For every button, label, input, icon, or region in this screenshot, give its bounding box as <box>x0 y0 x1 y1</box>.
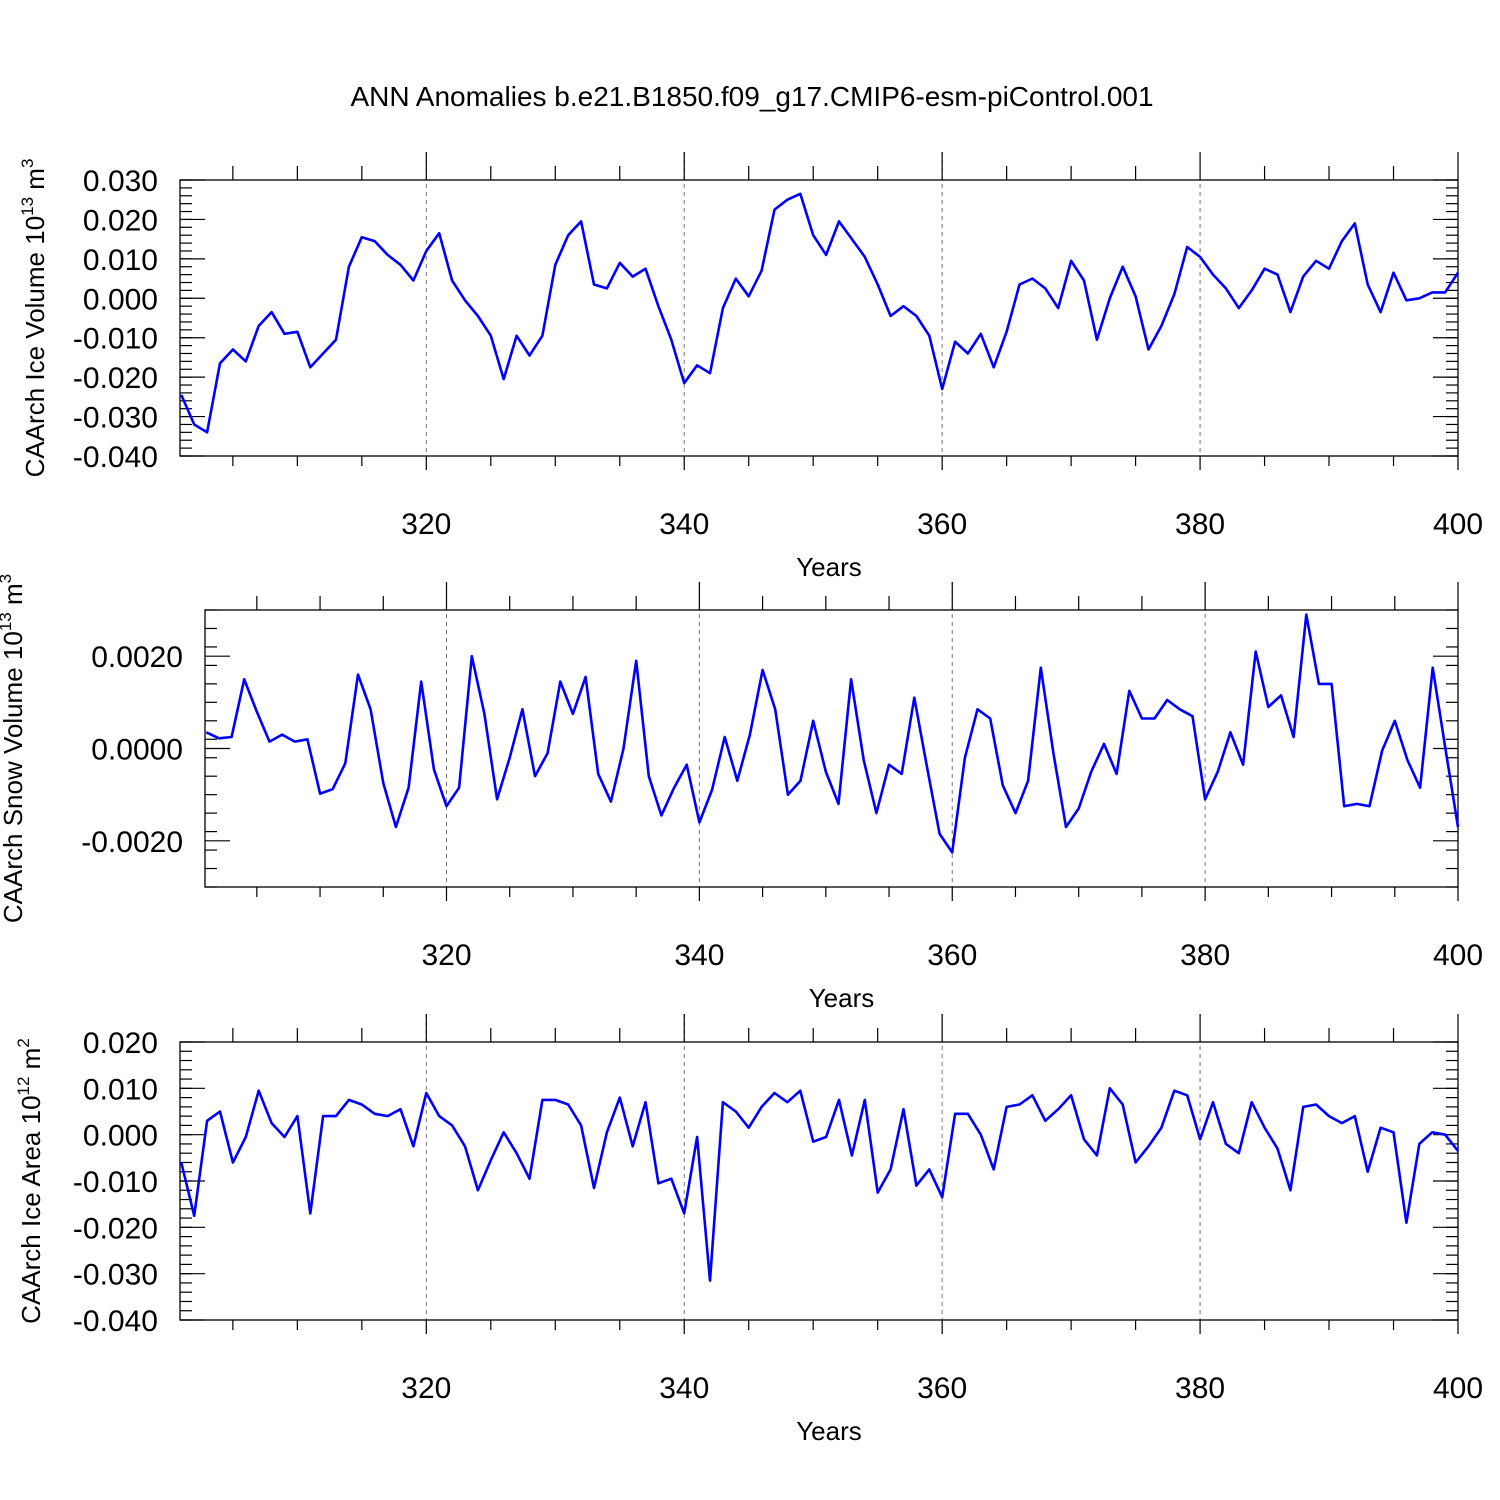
y-tick-label: -0.020 <box>73 362 158 395</box>
y-axis-label-part: 2 <box>14 1038 33 1047</box>
y-tick-label: -0.040 <box>73 1305 158 1338</box>
y-tick-label: 0.0020 <box>91 641 183 674</box>
x-axis-label: Years <box>809 983 875 1013</box>
y-axis-label: CAArch Ice Area 1012 m2 <box>14 1038 46 1324</box>
y-axis-label: CAArch Ice Volume 1013 m3 <box>18 159 50 478</box>
x-tick-label: 380 <box>1175 1372 1225 1405</box>
series-line <box>180 1087 1460 1282</box>
plot-frame <box>204 609 1459 888</box>
x-tick-label: 400 <box>1433 508 1483 541</box>
y-axis-label-part: 13 <box>18 197 37 216</box>
y-tick-label: -0.030 <box>73 1259 158 1292</box>
series-line <box>205 613 1460 854</box>
chart-panel-3: 320 340 360 380 400 -0.040 -0.030 -0.020 -0.010 0… <box>14 1014 1483 1446</box>
x-tick-label: 320 <box>401 508 451 541</box>
y-axis-label-part: 12 <box>14 1077 33 1096</box>
y-tick-label: 0.000 <box>83 1120 158 1153</box>
x-tick-label: 340 <box>659 508 709 541</box>
x-tick-label: 320 <box>421 939 471 972</box>
y-tick-label: -0.010 <box>73 1166 158 1199</box>
y-tick-label: 0.0000 <box>91 734 183 767</box>
y-axis-label-part: m <box>0 583 28 612</box>
y-tick-label: 0.020 <box>83 204 158 237</box>
x-axis-label: Years <box>796 552 862 582</box>
chart-panels: 320 340 360 380 400 -0.040 -0.030 -0.020 -0.010 0… <box>0 152 1483 1446</box>
x-tick-label: 380 <box>1175 508 1225 541</box>
chart-panel-2: 320 340 360 380 400 -0.0020 0.0000 0.0020 Years C… <box>0 574 1483 1013</box>
series-line <box>180 192 1460 434</box>
y-axis-label-part: 3 <box>0 574 15 583</box>
y-axis-label-part: CAArch Ice Volume 10 <box>20 216 50 478</box>
plot-frame <box>179 179 1459 457</box>
y-tick-label: -0.040 <box>73 441 158 474</box>
y-tick-label: -0.020 <box>73 1212 158 1245</box>
x-tick-label: 380 <box>1180 939 1230 972</box>
y-tick-label: 0.020 <box>83 1027 158 1060</box>
y-axis-label: CAArch Snow Volume 1013 m3 <box>0 574 28 923</box>
y-tick-label: 0.000 <box>83 283 158 316</box>
plot-frame <box>179 1041 1459 1321</box>
figure-title: ANN Anomalies b.e21.B1850.f09_g17.CMIP6-… <box>350 81 1153 112</box>
y-axis-label-part: 3 <box>18 159 37 168</box>
y-axis-label-part: CAArch Ice Area 10 <box>16 1095 46 1323</box>
y-tick-label: 0.010 <box>83 1073 158 1106</box>
x-tick-label: 360 <box>917 1372 967 1405</box>
x-tick-label: 400 <box>1433 939 1483 972</box>
y-tick-label: -0.0020 <box>81 826 183 859</box>
y-axis-label-part: m <box>20 168 50 197</box>
x-tick-label: 340 <box>659 1372 709 1405</box>
x-tick-label: 360 <box>927 939 977 972</box>
x-tick-label: 320 <box>401 1372 451 1405</box>
y-tick-label: 0.030 <box>83 165 158 198</box>
x-tick-label: 340 <box>674 939 724 972</box>
x-tick-label: 400 <box>1433 1372 1483 1405</box>
y-tick-label: -0.010 <box>73 323 158 356</box>
chart-panel-1: 320 340 360 380 400 -0.040 -0.030 -0.020 -0.010 0… <box>18 152 1483 582</box>
y-axis-label-part: m <box>16 1048 46 1077</box>
y-tick-label: 0.010 <box>83 244 158 277</box>
x-tick-label: 360 <box>917 508 967 541</box>
y-axis-label-part: CAArch Snow Volume 10 <box>0 631 28 923</box>
x-axis-label: Years <box>796 1416 862 1446</box>
y-axis-label-part: 13 <box>0 612 15 631</box>
y-tick-label: -0.030 <box>73 402 158 435</box>
